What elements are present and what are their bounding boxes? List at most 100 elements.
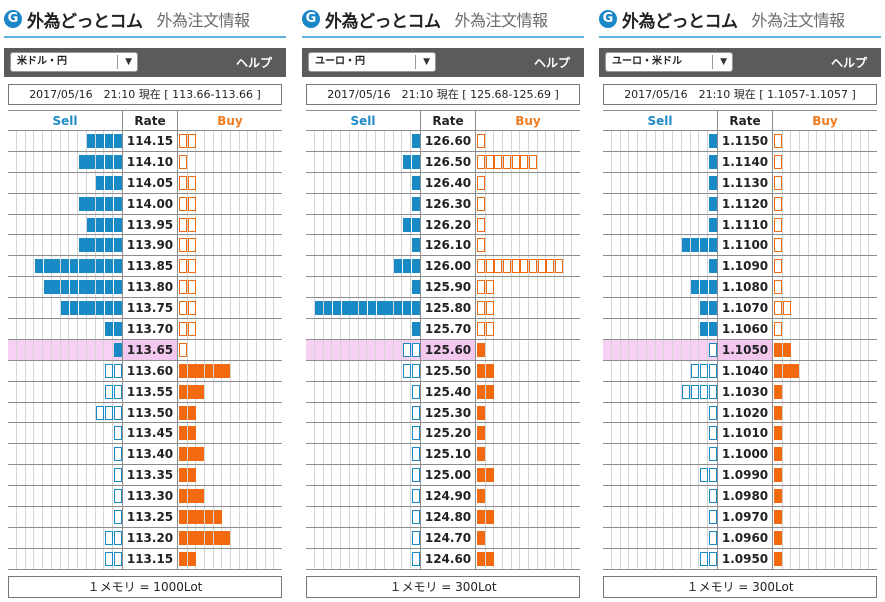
grid-line bbox=[603, 256, 621, 277]
grid-line bbox=[603, 381, 639, 402]
rate-value: 113.40 bbox=[122, 444, 178, 465]
chevron-down-icon[interactable]: ▼ bbox=[125, 57, 132, 67]
table-row: 113.90 bbox=[8, 235, 282, 257]
buy-volume-block bbox=[179, 489, 187, 504]
grid-line bbox=[212, 339, 214, 360]
buy-volume-block bbox=[477, 384, 485, 399]
grid-line bbox=[807, 256, 809, 277]
grid-line bbox=[510, 214, 512, 235]
grid-line bbox=[264, 193, 266, 214]
grid-line bbox=[603, 507, 612, 527]
grid-line bbox=[230, 235, 231, 256]
grid-line bbox=[528, 298, 529, 319]
grid-line bbox=[603, 277, 691, 298]
grid-line bbox=[8, 423, 105, 444]
help-link[interactable]: ヘルプ bbox=[235, 56, 272, 70]
grid-line bbox=[536, 360, 538, 381]
grid-line bbox=[562, 193, 564, 214]
grid-line bbox=[502, 381, 503, 402]
grid-line bbox=[833, 360, 835, 381]
grid-line bbox=[8, 423, 79, 444]
grid-line bbox=[603, 486, 612, 507]
grid-line bbox=[799, 360, 800, 381]
grid-line bbox=[306, 423, 359, 444]
grid-line bbox=[562, 151, 564, 172]
grid-line bbox=[306, 423, 315, 444]
grid-line bbox=[816, 277, 818, 298]
rate-value: 125.10 bbox=[420, 444, 476, 465]
sell-depth-cell bbox=[8, 277, 122, 298]
chevron-down-icon[interactable]: ▼ bbox=[720, 57, 727, 67]
grid-line bbox=[186, 298, 188, 319]
grid-line bbox=[306, 402, 333, 423]
grid-line bbox=[306, 256, 324, 277]
grid-line bbox=[306, 277, 377, 298]
grid-line bbox=[212, 193, 214, 214]
grid-line bbox=[781, 507, 783, 527]
order-book-table: Sell Rate Buy 114.15 114.10 114.05 114.00 113.9… bbox=[8, 110, 282, 570]
help-link[interactable]: ヘルプ bbox=[533, 56, 570, 70]
grid-line bbox=[603, 402, 665, 423]
grid-line bbox=[230, 527, 231, 548]
grid-line bbox=[603, 131, 682, 151]
grid-line bbox=[603, 423, 612, 444]
rate-value: 1.1060 bbox=[717, 319, 773, 339]
grid-line bbox=[8, 507, 114, 527]
page-subtitle: 外為注文情報 bbox=[454, 11, 549, 30]
grid-line bbox=[493, 298, 495, 319]
buy-volume-block bbox=[494, 154, 503, 169]
grid-line bbox=[247, 319, 249, 339]
currency-pair-select[interactable]: 米ドル・円 ▼ bbox=[10, 52, 138, 72]
buy-depth-cell bbox=[773, 235, 877, 256]
grid-line bbox=[603, 151, 630, 172]
grid-line bbox=[781, 193, 783, 214]
rate-value: 124.90 bbox=[420, 486, 476, 507]
grid-line bbox=[603, 527, 621, 548]
currency-pair-select[interactable]: ユーロ・円 ▼ bbox=[308, 52, 436, 72]
grid-line bbox=[868, 193, 870, 214]
grid-line bbox=[273, 193, 275, 214]
table-row: 126.00 bbox=[306, 256, 580, 278]
buy-depth-cell bbox=[773, 151, 877, 172]
grid-line bbox=[306, 381, 377, 402]
buy-volume-block bbox=[782, 301, 791, 316]
grid-line bbox=[510, 402, 512, 423]
rate-value: 113.95 bbox=[122, 214, 178, 235]
grid-line bbox=[8, 423, 35, 444]
grid-line bbox=[306, 214, 342, 235]
grid-line bbox=[833, 527, 835, 548]
grid-line bbox=[306, 465, 394, 486]
grid-line bbox=[8, 465, 52, 486]
grid-line bbox=[306, 319, 350, 339]
grid-line bbox=[545, 298, 547, 319]
grid-line bbox=[306, 193, 403, 214]
grid-line bbox=[833, 423, 835, 444]
grid-line bbox=[204, 360, 205, 381]
grid-line bbox=[306, 193, 377, 214]
grid-line bbox=[851, 423, 852, 444]
grid-line bbox=[8, 319, 26, 339]
grid-line bbox=[273, 151, 275, 172]
sell-volume-block bbox=[96, 301, 105, 316]
help-link[interactable]: ヘルプ bbox=[830, 56, 867, 70]
grid-line bbox=[554, 277, 555, 298]
grid-line bbox=[8, 298, 44, 319]
grid-line bbox=[519, 214, 521, 235]
buy-depth-cell bbox=[178, 298, 282, 319]
grid-line bbox=[603, 486, 691, 507]
sell-volume-block bbox=[61, 259, 70, 274]
grid-line bbox=[8, 131, 70, 151]
currency-pair-select[interactable]: ユーロ・米ドル ▼ bbox=[605, 52, 733, 72]
grid-line bbox=[8, 172, 17, 193]
grid-line bbox=[859, 465, 861, 486]
grid-line bbox=[603, 298, 674, 319]
grid-line bbox=[603, 486, 665, 507]
sell-volume-block bbox=[113, 405, 122, 420]
grid-line bbox=[842, 527, 844, 548]
sell-depth-cell bbox=[306, 381, 420, 402]
chevron-down-icon[interactable]: ▼ bbox=[423, 57, 430, 67]
grid-line bbox=[493, 172, 495, 193]
grid-line bbox=[603, 444, 691, 465]
grid-line bbox=[8, 465, 17, 486]
grid-line bbox=[306, 423, 324, 444]
